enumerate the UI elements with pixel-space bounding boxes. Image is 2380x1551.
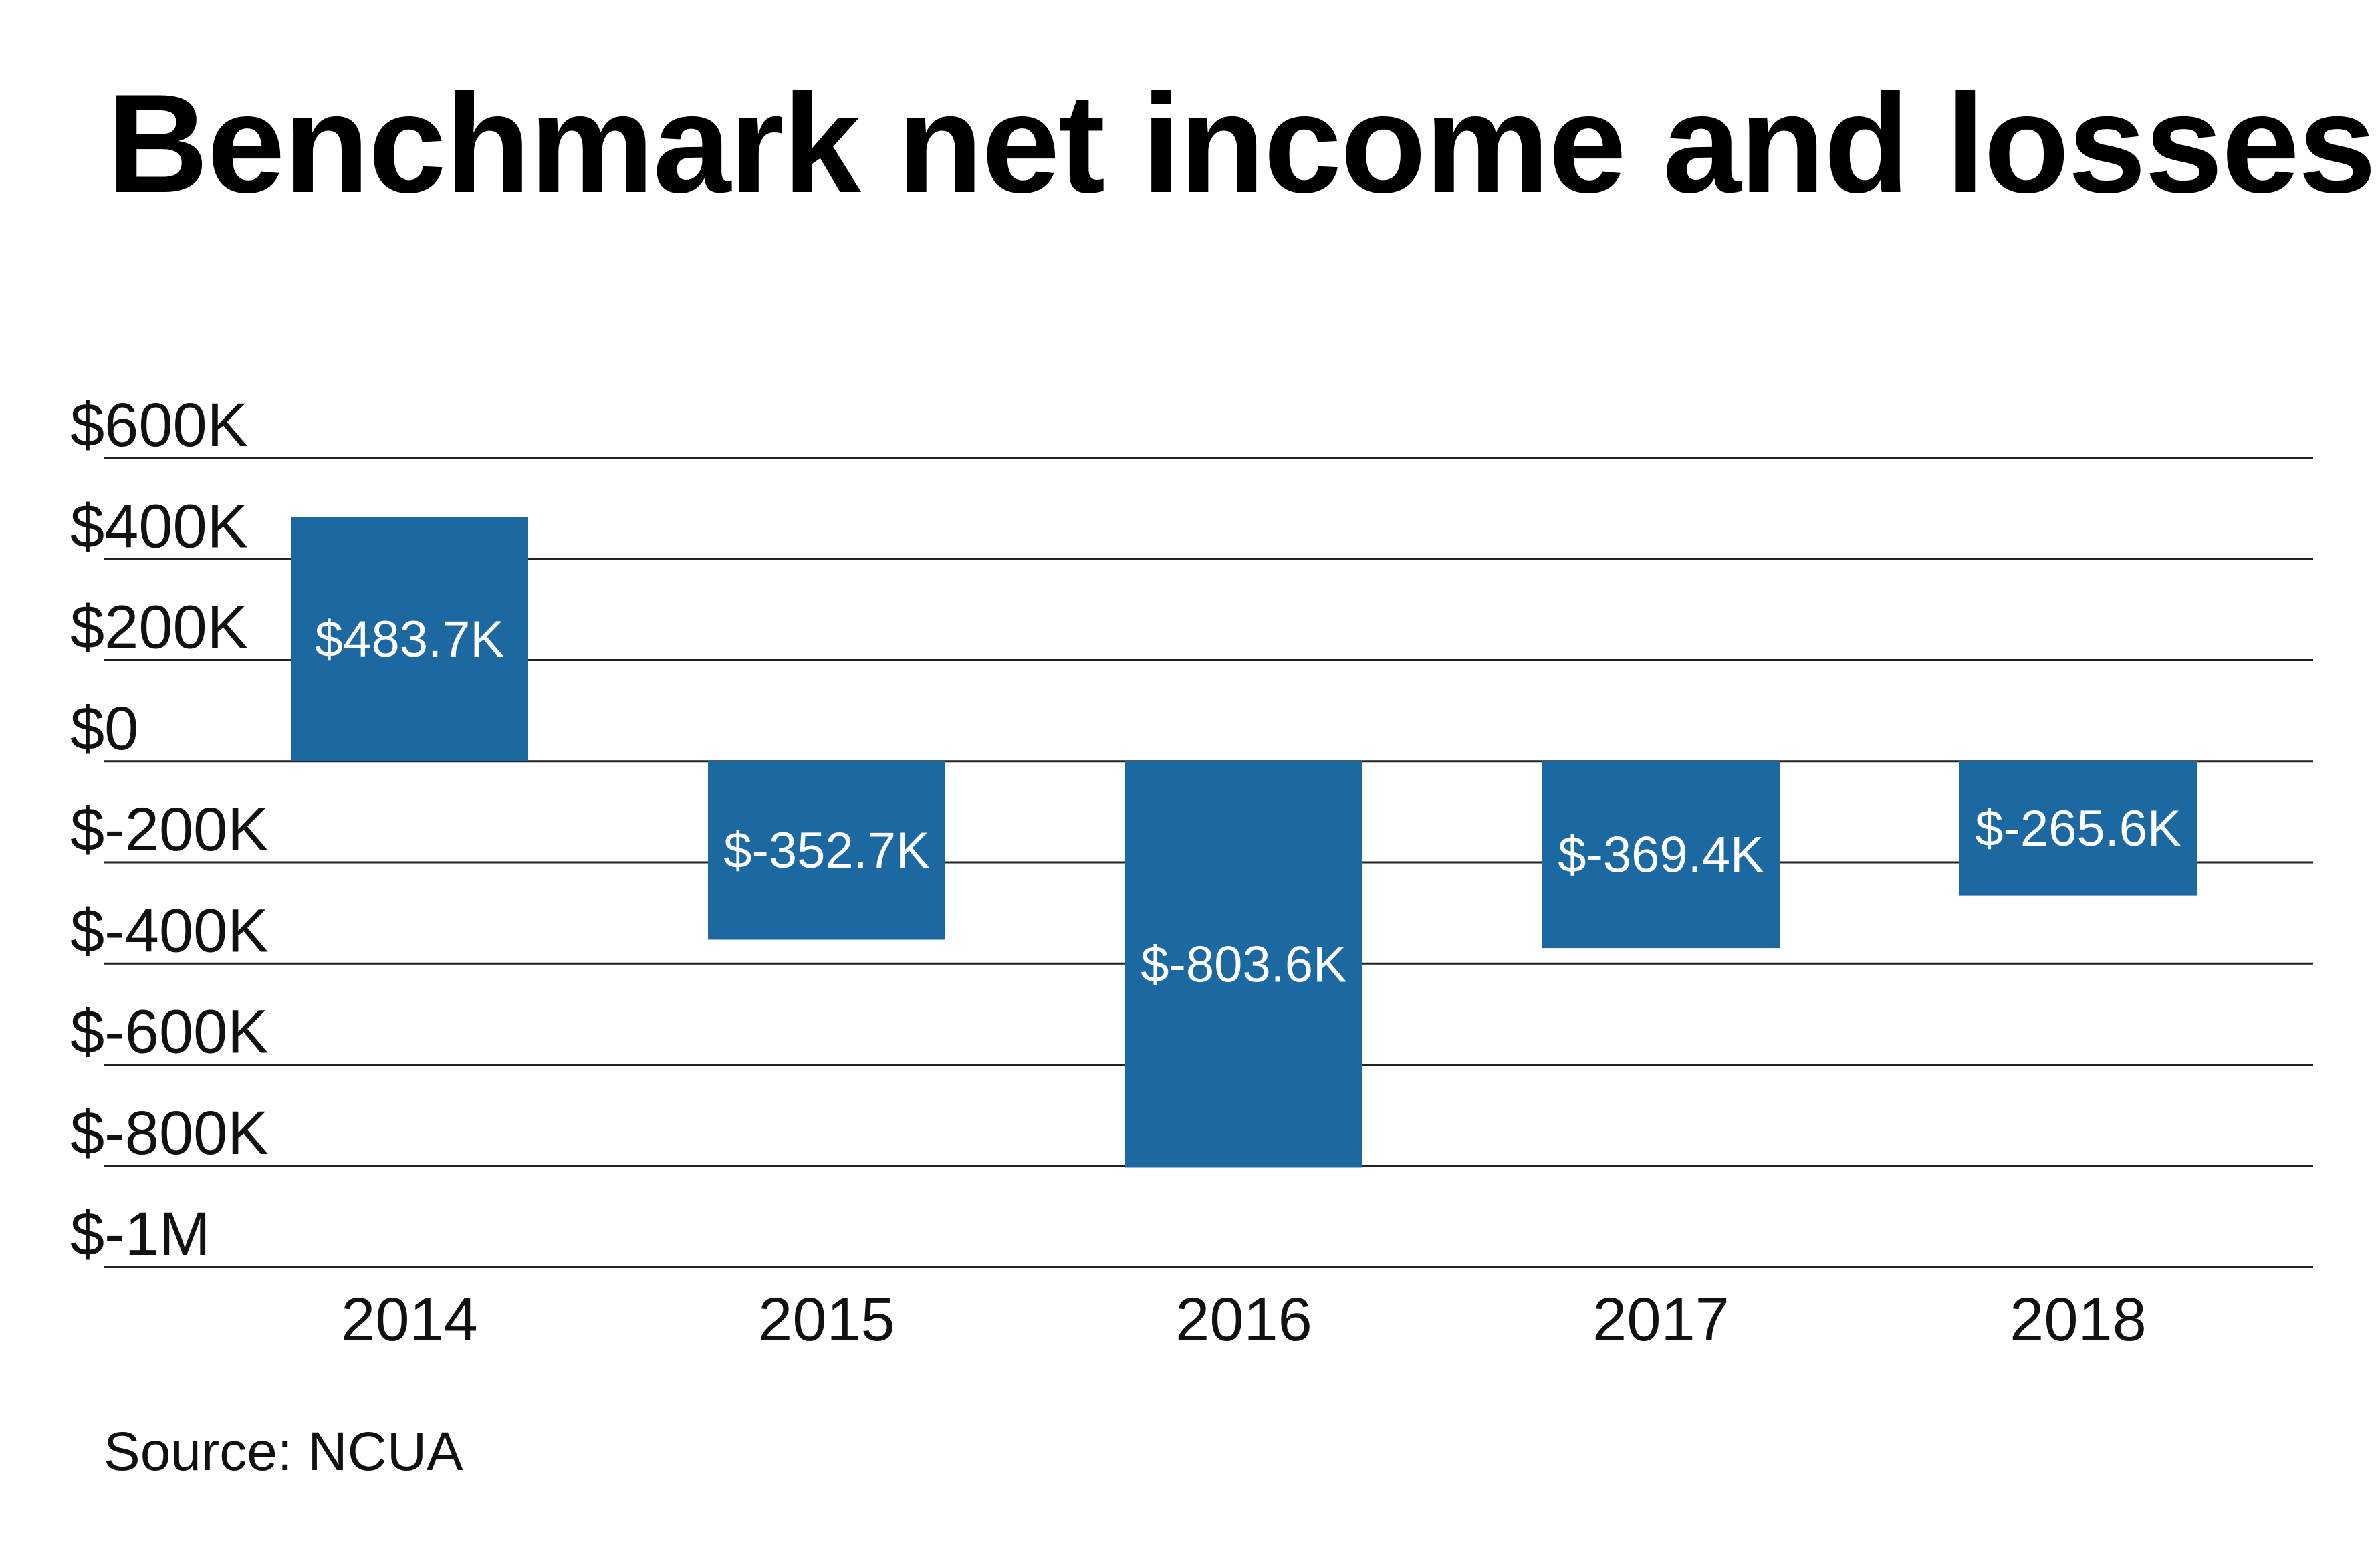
y-tick-label: $-200K bbox=[70, 796, 269, 864]
x-tick-label: 2014 bbox=[341, 1286, 478, 1354]
y-tick-label: $-800K bbox=[70, 1099, 269, 1167]
y-tick-label: $-600K bbox=[70, 998, 269, 1066]
x-axis-tick-labels: 2014 2015 2016 2017 2018 bbox=[341, 1286, 2147, 1354]
chart-title: Benchmark net income and losses bbox=[107, 65, 2377, 222]
bar-value-label: $-369.4K bbox=[1558, 826, 1764, 883]
y-tick-label: $-1M bbox=[70, 1200, 211, 1268]
y-tick-label: $200K bbox=[70, 594, 248, 662]
x-tick-label: 2016 bbox=[1175, 1286, 1312, 1354]
bar-2017 bbox=[1542, 761, 1780, 949]
y-tick-label: $400K bbox=[70, 492, 248, 560]
y-axis-tick-labels: $600K $400K $200K $0 $-200K $-400K $-600K $-800… bbox=[70, 391, 269, 1268]
bar-value-label: $-803.6K bbox=[1141, 937, 1346, 993]
y-tick-label: $600K bbox=[70, 391, 248, 459]
bar-2016 bbox=[1125, 761, 1362, 1168]
y-tick-label: $-400K bbox=[70, 897, 269, 965]
bar-2018 bbox=[1959, 761, 2197, 896]
bar-value-label: $483.7K bbox=[315, 611, 504, 668]
bar-value-label: $-265.6K bbox=[1975, 800, 2181, 857]
x-tick-label: 2015 bbox=[758, 1286, 895, 1354]
bars bbox=[291, 516, 2197, 1168]
bar-2015 bbox=[708, 761, 945, 940]
bar-2014 bbox=[291, 516, 528, 761]
x-tick-label: 2017 bbox=[1592, 1286, 1730, 1354]
x-tick-label: 2018 bbox=[2010, 1286, 2147, 1354]
y-tick-label: $0 bbox=[70, 695, 138, 763]
bar-value-label: $-352.7K bbox=[723, 822, 929, 879]
bar-data-labels: $483.7K $-352.7K $-803.6K $-369.4K $-265.6K bbox=[315, 611, 2181, 993]
source-note: Source: NCUA bbox=[104, 1421, 463, 1482]
